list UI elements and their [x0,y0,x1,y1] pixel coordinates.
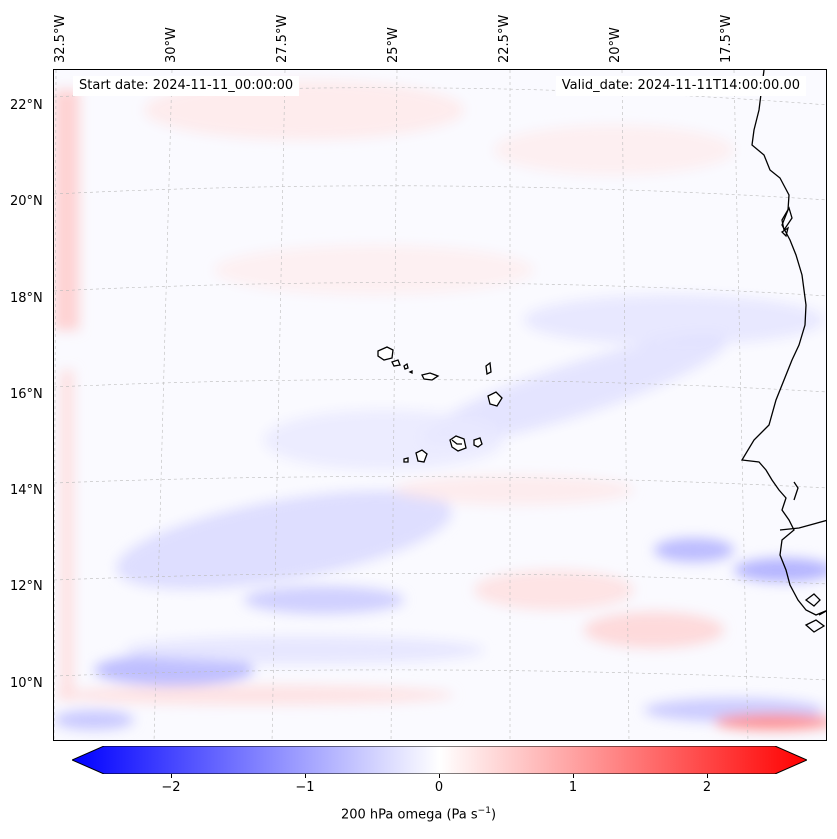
colorbar-label-main: 200 hPa omega (Pa s [340,807,478,823]
colorbar-tickmark [305,774,306,778]
colorbar-tickmark [573,774,574,778]
colorbar-tick-label: 2 [702,780,712,795]
lon-label-27-5w: 27.5°W [275,14,290,63]
lon-label-17-5w: 17.5°W [719,14,734,63]
colorbar-tickmark [171,774,172,778]
colorbar [70,745,809,775]
start-date-label: Start date: 2024-11-11_00:00:00 [73,76,300,96]
lon-label-30w: 30°W [164,27,179,63]
map-panel[interactable] [53,69,827,741]
colorbar-label-close: ) [490,807,497,823]
colorbar-tick-label: 1 [568,780,578,795]
colorbar-tickmark [707,774,708,778]
lat-label-22n: 22°N [10,98,43,113]
lon-label-32-5w: 32.5°W [53,14,68,63]
lat-label-12n: 12°N [10,579,43,594]
colorbar-tick-label: −1 [295,780,315,795]
lat-label-14n: 14°N [10,483,43,498]
lat-label-16n: 16°N [10,387,43,402]
coastline [740,70,826,633]
valid-date-label: Valid_date: 2024-11-11T14:00:00.00 [555,76,806,96]
lon-label-25w: 25°W [386,27,401,63]
omega-shading [54,80,826,730]
lon-label-22-5w: 22.5°W [497,14,512,63]
colorbar-tickmark [439,774,440,778]
lat-label-20n: 20°N [10,194,43,209]
lat-label-18n: 18°N [10,291,43,306]
lon-label-20w: 20°W [608,27,623,63]
colorbar-label: 200 hPa omega (Pa s−1) [0,806,837,822]
colorbar-tick-label: −2 [161,780,181,795]
cape-verde-islands [377,346,503,463]
colorbar-tick-label: 0 [434,780,444,795]
colorbar-label-exponent: −1 [477,806,491,816]
omega-field-map [54,70,826,740]
lat-label-10n: 10°N [10,676,43,691]
colorbar-bar [70,745,809,775]
